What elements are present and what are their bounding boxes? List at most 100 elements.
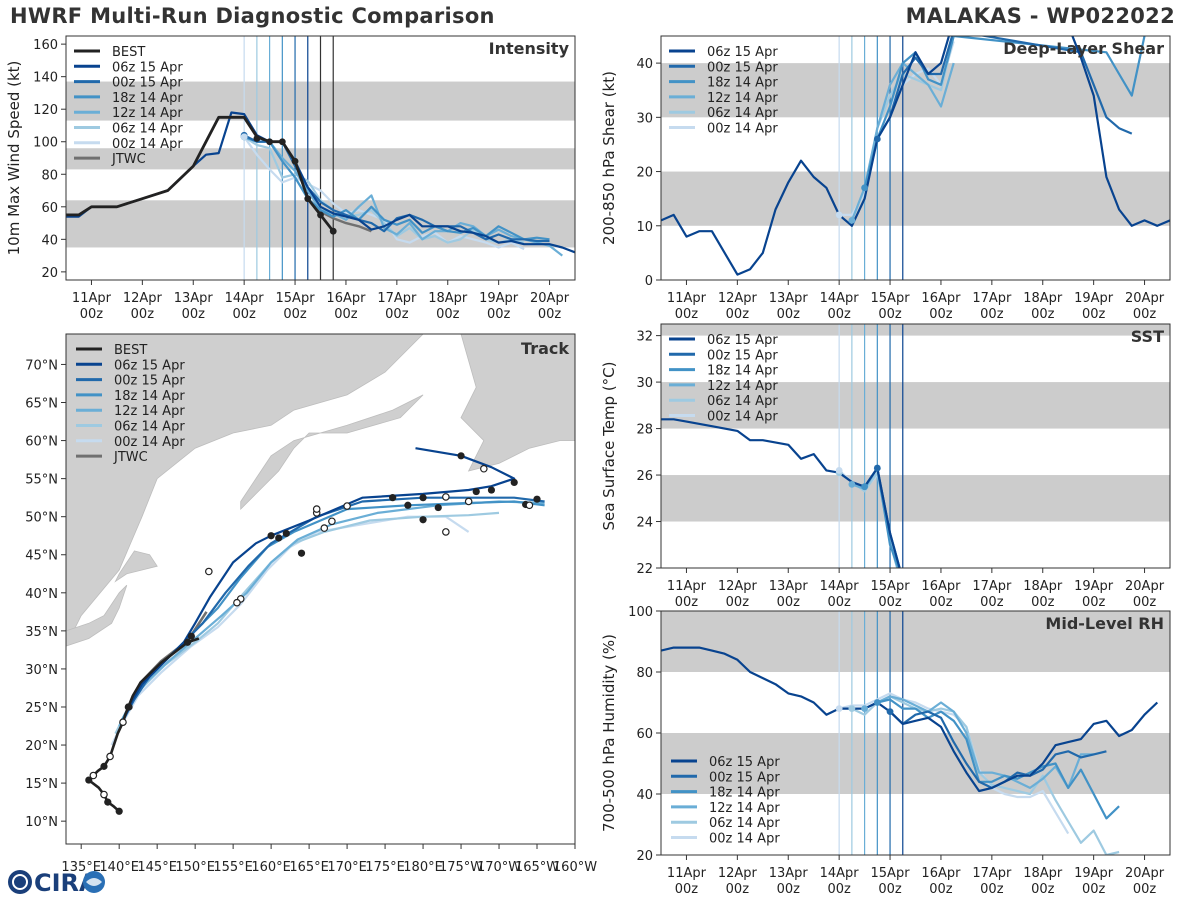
shear-xtick-label: 14Apr — [820, 291, 860, 306]
track-position-dot — [125, 703, 133, 711]
intensity-title: Intensity — [489, 39, 570, 58]
intensity-ytick-label: 140 — [33, 71, 58, 86]
rh-band-1 — [661, 611, 1170, 672]
track-xtick-label: 165°E — [289, 860, 329, 875]
rh-panel: 2040608010011Apr00z12Apr00z13Apr00z14Apr… — [600, 605, 1171, 897]
sst-xtick-label: 19Apr — [1074, 579, 1114, 594]
shear-ytick-label: 20 — [636, 166, 653, 181]
track-xtick-label: 175°W — [439, 860, 483, 875]
intensity-xtick-label: 00z — [538, 307, 562, 322]
shear-title: Deep-Layer Shear — [1003, 39, 1164, 58]
track-18z-14-apr — [119, 500, 545, 723]
shear-xtick-label: 00z — [980, 307, 1004, 322]
track-position-dot — [85, 776, 93, 784]
shear-ytick-label: 30 — [636, 111, 653, 126]
shear-ylabel: 200-850 hPa Shear (kt) — [600, 71, 618, 245]
track-legend-label: 18z 14 Apr — [114, 389, 185, 404]
track-position-dot — [472, 487, 480, 496]
track-position-marker — [328, 517, 336, 526]
intensity-xtick-label: 15Apr — [276, 291, 316, 306]
intensity-legend-label: 18z 14 Apr — [112, 91, 183, 106]
shear-ytick-label: 10 — [636, 220, 653, 235]
intensity-series-18z-14-apr — [243, 135, 550, 241]
track-xtick-label: 180°E — [403, 860, 443, 875]
sst-run-start-dot — [835, 467, 843, 474]
track-position-dot — [104, 798, 112, 806]
sst-title: SST — [1131, 327, 1164, 346]
land-mass — [66, 334, 424, 647]
rh-xtick-label: 00z — [675, 882, 699, 897]
sst-xtick-label: 13Apr — [769, 579, 809, 594]
rh-series-18z-14-apr — [877, 698, 1120, 820]
sst-legend-label: 18z 14 Apr — [707, 364, 778, 379]
track-ytick-label: 60°N — [25, 435, 58, 450]
track-legend-label: 00z 15 Apr — [114, 374, 185, 389]
rh-series-06z-15-apr — [661, 646, 1159, 793]
intensity-ytick-label: 120 — [33, 103, 58, 118]
track-legend-label: BEST — [114, 343, 147, 358]
rh-xtick-label: 15Apr — [871, 866, 911, 881]
track-ytick-label: 15°N — [25, 777, 58, 792]
shear-legend-label: 00z 15 Apr — [707, 60, 778, 75]
shear-xtick-label: 19Apr — [1074, 291, 1114, 306]
shear-xtick-label: 20Apr — [1125, 291, 1165, 306]
rh-xtick-label: 19Apr — [1074, 866, 1114, 881]
rh-xtick-label: 00z — [980, 882, 1004, 897]
track-position-marker — [442, 493, 450, 501]
intensity-xtick-label: 00z — [487, 307, 511, 322]
shear-xtick-label: 00z — [878, 307, 902, 322]
track-xtick-label: 175°E — [365, 860, 405, 875]
intensity-xtick-label: 00z — [182, 307, 206, 322]
sst-xtick-label: 18Apr — [1023, 579, 1063, 594]
track-position-dot — [297, 549, 306, 557]
track-position-dot — [187, 632, 195, 640]
sst-band-0 — [661, 475, 1170, 522]
track-position-dot — [183, 638, 192, 646]
track-legend-label: 06z 15 Apr — [114, 358, 185, 373]
track-ytick-label: 10°N — [25, 815, 58, 830]
shear-run-start-dot — [861, 184, 868, 192]
track-position-marker — [312, 505, 321, 513]
intensity-ytick-label: 40 — [41, 233, 58, 248]
track-00z-14-apr — [110, 515, 470, 746]
track-position-dot — [419, 494, 427, 502]
track-position-dot — [100, 762, 108, 770]
shear-legend-label: 12z 14 Apr — [707, 91, 778, 106]
rh-xtick-label: 11Apr — [667, 866, 707, 881]
shear-xtick-label: 00z — [675, 307, 699, 322]
track-position-dot — [510, 478, 518, 487]
rh-run-start-dot — [848, 705, 856, 712]
track-xtick-label: 150°E — [175, 860, 215, 875]
rh-title: Mid-Level RH — [1045, 614, 1164, 633]
track-position-dot — [115, 807, 123, 815]
track-legend-label: 06z 14 Apr — [114, 420, 185, 435]
shear-series-18z-14-apr — [863, 36, 1146, 189]
sst-band-1 — [661, 382, 1170, 429]
track-position-dot — [487, 486, 496, 494]
shear-xtick-label: 13Apr — [769, 291, 809, 306]
track-title: Track — [521, 339, 569, 358]
rh-ytick-label: 40 — [636, 788, 653, 803]
rh-xtick-label: 18Apr — [1023, 866, 1063, 881]
shear-xtick-label: 12Apr — [718, 291, 758, 306]
track-06z-15-apr — [122, 447, 516, 722]
shear-xtick-label: 11Apr — [667, 291, 707, 306]
track-ytick-label: 50°N — [25, 511, 58, 526]
track-position-marker — [442, 528, 450, 536]
shear-run-start-dot — [848, 216, 856, 224]
rh-xtick-label: 13Apr — [769, 866, 809, 881]
shear-xtick-label: 17Apr — [972, 291, 1012, 306]
shear-xtick-label: 00z — [777, 307, 801, 322]
shear-xtick-label: 00z — [1133, 307, 1157, 322]
track-xtick-label: 170°E — [327, 860, 367, 875]
shear-xtick-label: 00z — [1082, 307, 1106, 322]
track-position-dot — [404, 501, 412, 509]
track-ytick-label: 45°N — [25, 549, 58, 564]
shear-xtick-label: 00z — [1031, 307, 1055, 322]
land-mass — [240, 394, 424, 511]
track-legend-label: JTWC — [113, 450, 148, 465]
intensity-best-dot — [291, 157, 299, 165]
rh-xtick-label: 00z — [1031, 882, 1055, 897]
